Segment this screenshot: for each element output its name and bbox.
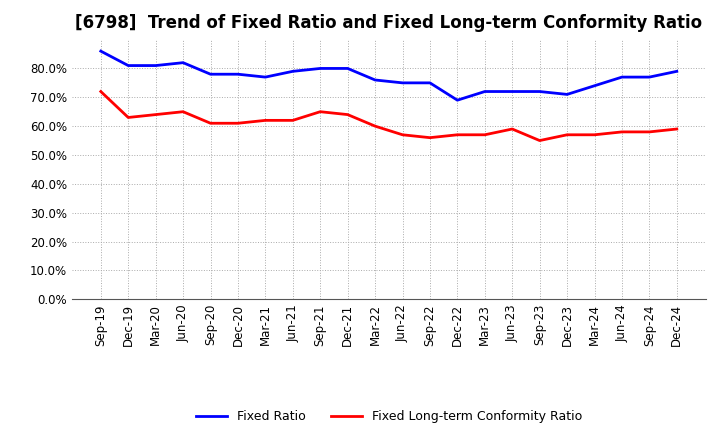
Fixed Long-term Conformity Ratio (672, 126, 681, 132)
Fixed Ratio (124, 63, 132, 68)
Fixed Long-term Conformity Ratio (590, 132, 599, 137)
Fixed Long-term Conformity Ratio (426, 135, 434, 140)
Fixed Ratio (233, 72, 242, 77)
Fixed Ratio (590, 83, 599, 88)
Fixed Long-term Conformity Ratio (96, 89, 105, 94)
Fixed Long-term Conformity Ratio (618, 129, 626, 135)
Fixed Ratio (453, 98, 462, 103)
Fixed Long-term Conformity Ratio (289, 118, 297, 123)
Fixed Long-term Conformity Ratio (124, 115, 132, 120)
Fixed Ratio (343, 66, 352, 71)
Fixed Ratio (398, 80, 407, 85)
Fixed Ratio (179, 60, 187, 65)
Fixed Long-term Conformity Ratio (316, 109, 325, 114)
Fixed Long-term Conformity Ratio (536, 138, 544, 143)
Fixed Ratio (289, 69, 297, 74)
Fixed Ratio (261, 74, 270, 80)
Fixed Ratio (563, 92, 572, 97)
Fixed Long-term Conformity Ratio (563, 132, 572, 137)
Fixed Long-term Conformity Ratio (261, 118, 270, 123)
Fixed Ratio (151, 63, 160, 68)
Fixed Ratio (371, 77, 379, 83)
Fixed Long-term Conformity Ratio (398, 132, 407, 137)
Fixed Ratio (645, 74, 654, 80)
Fixed Ratio (618, 74, 626, 80)
Fixed Ratio (206, 72, 215, 77)
Fixed Ratio (508, 89, 516, 94)
Fixed Long-term Conformity Ratio (151, 112, 160, 117)
Line: Fixed Long-term Conformity Ratio: Fixed Long-term Conformity Ratio (101, 92, 677, 140)
Title: [6798]  Trend of Fixed Ratio and Fixed Long-term Conformity Ratio: [6798] Trend of Fixed Ratio and Fixed Lo… (75, 15, 703, 33)
Fixed Ratio (480, 89, 489, 94)
Fixed Long-term Conformity Ratio (453, 132, 462, 137)
Fixed Long-term Conformity Ratio (179, 109, 187, 114)
Fixed Long-term Conformity Ratio (206, 121, 215, 126)
Fixed Long-term Conformity Ratio (233, 121, 242, 126)
Fixed Long-term Conformity Ratio (508, 126, 516, 132)
Fixed Ratio (96, 48, 105, 54)
Fixed Ratio (536, 89, 544, 94)
Fixed Long-term Conformity Ratio (645, 129, 654, 135)
Fixed Long-term Conformity Ratio (371, 124, 379, 129)
Fixed Long-term Conformity Ratio (343, 112, 352, 117)
Fixed Ratio (426, 80, 434, 85)
Legend: Fixed Ratio, Fixed Long-term Conformity Ratio: Fixed Ratio, Fixed Long-term Conformity … (191, 405, 587, 428)
Fixed Ratio (316, 66, 325, 71)
Line: Fixed Ratio: Fixed Ratio (101, 51, 677, 100)
Fixed Ratio (672, 69, 681, 74)
Fixed Long-term Conformity Ratio (480, 132, 489, 137)
